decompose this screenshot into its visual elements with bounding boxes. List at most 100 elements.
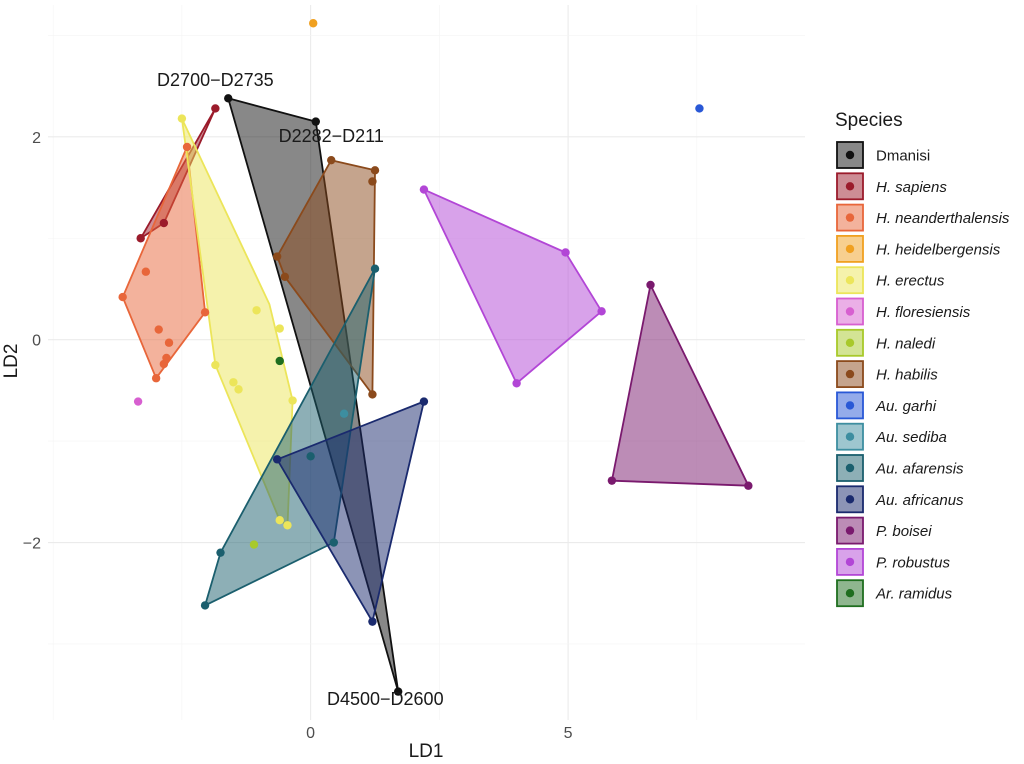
point-h-erectus (252, 306, 261, 315)
legend-dot-au-africanus (845, 495, 855, 504)
point-h-erectus (288, 396, 297, 405)
annotation-label: D2700−D2735 (157, 70, 274, 90)
point-h-erectus (275, 516, 284, 525)
legend-title: Species (835, 110, 903, 131)
convex-hulls (121, 97, 750, 693)
point-h-sapiens (136, 234, 145, 243)
tick-labels: 0 5 −2 0 2 (23, 130, 573, 742)
legend-label-au-sediba: Au. sediba (875, 429, 947, 446)
legend-label-au-garhi: Au. garhi (875, 398, 937, 415)
point-h-sapiens (211, 104, 220, 113)
legend-label-h-neanderthalensis: H. neanderthalensis (876, 210, 1010, 227)
point-h-erectus (275, 324, 284, 333)
point-au-africanus (368, 617, 377, 626)
point-h-habilis (327, 155, 336, 165)
legend-dot-h-erectus (845, 276, 855, 285)
y-axis-title: LD2 (1, 344, 22, 379)
legend-label-au-africanus: Au. africanus (875, 492, 964, 509)
point-h-sapiens (159, 218, 169, 228)
x-axis-title: LD1 (409, 741, 444, 762)
point-dmanisi (224, 94, 233, 103)
point-h-erectus (229, 378, 238, 387)
point-h-erectus (234, 385, 243, 394)
point-au-afarensis (329, 538, 339, 547)
legend-dot-p-boisei (845, 526, 855, 535)
point-h-neanderthalensis (141, 267, 151, 276)
hull-p-boisei (611, 283, 750, 487)
legend-dot-au-sediba (845, 432, 855, 441)
legend-dot-au-garhi (845, 401, 855, 410)
legend-dot-p-robustus (845, 557, 855, 567)
point-au-afarensis (216, 548, 225, 557)
legend-label-p-boisei: P. boisei (876, 523, 932, 540)
point-p-boisei (646, 280, 655, 290)
point-au-garhi (695, 104, 704, 113)
y-tick-label: −2 (23, 536, 41, 553)
point-p-robustus (419, 185, 429, 194)
legend-key-h-sapiens (836, 172, 864, 201)
point-h-habilis (280, 272, 290, 282)
point-h-habilis (368, 390, 377, 399)
annotations: D2700−D2735 D2282−D211 D4500−D2600 (157, 70, 444, 709)
legend-dot-h-floresiensis (845, 307, 855, 316)
point-h-habilis (272, 252, 282, 261)
legend-label-au-afarensis: Au. afarensis (875, 461, 964, 478)
legend-label-ar-ramidus: Ar. ramidus (875, 586, 953, 603)
point-h-neanderthalensis (182, 142, 192, 152)
point-h-neanderthalensis (164, 338, 174, 347)
legend-label-p-robustus: P. robustus (876, 554, 950, 571)
legend-dot-h-habilis (845, 369, 855, 379)
point-h-neanderthalensis (200, 308, 210, 317)
legend: Species Dmanisi H. sapiens H. neanderthale… (835, 110, 1010, 608)
point-h-erectus (211, 360, 220, 370)
annotation-label: D4500−D2600 (327, 689, 444, 709)
legend-dot-dmanisi (845, 150, 855, 160)
point-dmanisi (393, 687, 403, 696)
point-au-afarensis (200, 601, 210, 610)
data-points (118, 19, 753, 696)
legend-dot-h-naledi (845, 338, 855, 347)
point-h-floresiensis (133, 397, 143, 406)
point-dmanisi (311, 117, 320, 126)
legend-label-h-habilis: H. habilis (876, 367, 938, 384)
point-au-sediba (339, 409, 349, 418)
point-h-habilis (370, 166, 380, 175)
legend-label-h-naledi: H. naledi (876, 335, 936, 352)
point-h-neanderthalensis (151, 374, 161, 383)
point-ar-ramidus (275, 356, 284, 366)
legend-dot-au-afarensis (845, 463, 855, 473)
point-h-erectus (283, 521, 292, 530)
legend-label-h-erectus: H. erectus (876, 273, 945, 290)
point-p-boisei (744, 481, 753, 490)
point-au-afarensis (306, 452, 315, 461)
point-p-robustus (561, 248, 570, 257)
legend-label-h-sapiens: H. sapiens (876, 179, 947, 196)
point-p-boisei (607, 476, 617, 485)
y-tick-label: 2 (32, 130, 41, 147)
point-au-afarensis (370, 264, 380, 273)
legend-dot-h-neanderthalensis (845, 213, 855, 222)
point-h-naledi (249, 540, 259, 549)
annotation-label: D2282−D211 (279, 126, 384, 146)
legend-label-h-floresiensis: H. floresiensis (876, 304, 971, 321)
point-au-africanus (272, 455, 282, 464)
point-h-heidelbergensis (309, 19, 318, 28)
point-p-robustus (512, 379, 521, 388)
x-tick-label: 5 (564, 725, 573, 742)
legend-dot-ar-ramidus (845, 589, 855, 598)
legend-dot-h-heidelbergensis (845, 244, 855, 254)
point-h-neanderthalensis (159, 359, 169, 369)
legend-label-h-heidelbergensis: H. heidelbergensis (876, 241, 1001, 258)
point-p-robustus (597, 307, 606, 316)
x-tick-label: 0 (306, 725, 315, 742)
legend-dot-h-sapiens (845, 182, 855, 191)
point-h-neanderthalensis (154, 325, 163, 334)
legend-label-dmanisi: Dmanisi (876, 148, 930, 165)
point-au-africanus (419, 397, 429, 406)
hull-p-robustus (422, 188, 603, 385)
point-h-erectus (177, 114, 187, 123)
y-tick-label: 0 (32, 333, 41, 350)
point-h-habilis (368, 177, 377, 186)
point-h-neanderthalensis (118, 292, 127, 302)
